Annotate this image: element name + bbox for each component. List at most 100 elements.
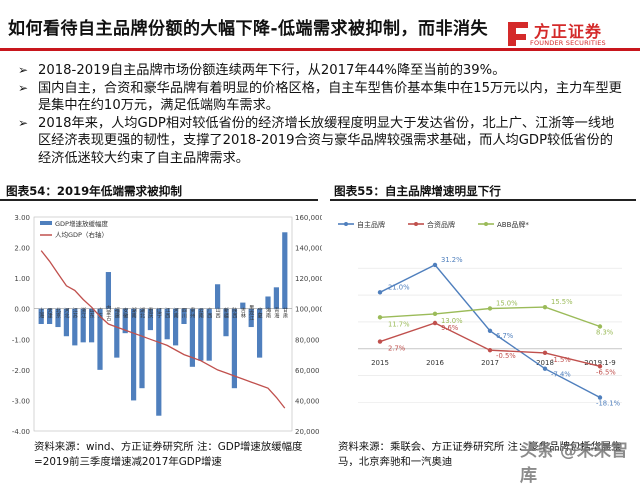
gdp-bar [265, 296, 271, 309]
y-tick-label: -2.00 [12, 367, 30, 375]
data-label: 2.7% [388, 345, 406, 353]
y-tick-label: -3.00 [12, 397, 30, 405]
plot-frame [33, 216, 293, 432]
logo-name: 方正证券 [534, 22, 603, 41]
y-tick-label: 0.00 [14, 306, 30, 314]
category-label: 河北 [63, 306, 69, 319]
gdp-bar [97, 308, 103, 370]
right-caption-rule [330, 199, 636, 201]
gdp-bar [206, 308, 212, 361]
category-label: 湖北 [139, 306, 145, 319]
gdp-bar [240, 302, 246, 309]
category-label: 青海 [273, 306, 279, 319]
gdp-bar [55, 308, 61, 328]
category-label: 浙江 [80, 306, 86, 319]
header-divider [0, 48, 640, 51]
data-label: 9.6% [441, 324, 459, 332]
y2-tick-label: 120,000 [295, 275, 322, 283]
gdp-bar [72, 308, 78, 346]
gdp-bar [105, 272, 112, 309]
data-point [542, 304, 548, 310]
y2-tick-label: 60,000 [295, 367, 320, 375]
left-source-note: 资料来源：wind、方正证券研究所 注：GDP增速放缓幅度=2019前三季度增速… [34, 441, 303, 468]
data-point [487, 306, 493, 311]
data-point [432, 320, 438, 326]
y2-tick-label: 160,000 [295, 214, 322, 222]
category-label: 湖南 [131, 306, 137, 318]
data-label: -18.1% [596, 400, 621, 408]
brand-logo: 方正证券 FOUNDER SECURITIES [506, 18, 634, 52]
category-label: 山西 [215, 306, 221, 319]
category-label: 重庆 [147, 306, 153, 319]
legend-swatch-bar [40, 221, 52, 225]
y2-tick-label: 20,000 [295, 428, 320, 436]
data-label: 8.3% [596, 329, 614, 337]
gdp-bar [214, 284, 221, 309]
gdp-bar [198, 308, 204, 361]
legend-label: GDP增速放缓幅度 [55, 219, 108, 228]
page-title: 如何看待自主品牌份额的大幅下降-低端需求被抑制，而非消失 [8, 19, 489, 39]
bullet-item: ➢ 2018-2019自主品牌市场份额连续两年下行，从2017年44%降至当前的3… [12, 62, 622, 80]
data-label: 15.5% [551, 298, 573, 306]
category-label: 2018 [536, 359, 554, 367]
data-point [377, 339, 383, 344]
gdp-bar [46, 308, 53, 324]
logo-mark-icon [508, 22, 528, 46]
category-label: 吉林 [239, 307, 245, 319]
data-label: 6.7% [496, 332, 514, 340]
data-point [487, 347, 493, 353]
gdp-bar [139, 308, 145, 389]
y2-tick-label: 40,000 [295, 397, 320, 405]
bullet-text: 2018-2019自主品牌市场份额连续两年下行，从2017年44%降至当前的39… [38, 63, 506, 78]
bullet-text: 2018年来，人均GDP相对较低省份的经济增长放缓程度明显大于发达省份，北上广、… [38, 115, 615, 166]
y-tick-label: -1.00 [12, 336, 30, 344]
category-label: 福建 [114, 306, 120, 319]
y-tick-label: -4.00 [12, 428, 30, 436]
legend-marker [344, 222, 348, 226]
gdp-bar [38, 308, 44, 324]
gdp-bar [223, 308, 229, 337]
data-point [542, 350, 548, 356]
y2-tick-label: 140,000 [295, 245, 322, 253]
bullet-item: ➢ 国内自主，合资和豪华品牌有着明显的价格区格，自主车型售价基本集中在15万元以内… [12, 80, 622, 115]
y2-tick-label: 100,000 [295, 306, 322, 314]
data-label: 31.2% [441, 256, 463, 264]
category-label: 天津 [47, 307, 53, 319]
data-label: -6.5% [596, 368, 616, 376]
right-chart-caption: 图表55：自主品牌增速明显下行 [334, 184, 501, 198]
gdp-bar [256, 308, 263, 358]
watermark-text: 头条 @未来智库 [520, 441, 628, 486]
data-point [597, 324, 603, 329]
gdp-bar [156, 308, 162, 416]
legend-label: 自主品牌 [357, 220, 385, 229]
arrow-bullet-icon: ➢ [18, 115, 29, 130]
category-label: 宁夏 [256, 306, 262, 318]
data-label: 21.0% [388, 283, 410, 291]
gdp-bar [282, 232, 288, 309]
category-label: 新疆 [223, 306, 229, 319]
gdp-slowdown-chart: 3.00 2.00 1.00 0.00 -1.00 -2.00 -3.00 -4.00 160,… [12, 214, 322, 436]
gdp-bar [130, 308, 137, 401]
category-label: 陕西 [231, 306, 237, 319]
gdp-bar [231, 308, 238, 389]
data-label: 15.0% [496, 299, 518, 307]
data-point [432, 262, 438, 268]
category-label: 安徽 [122, 306, 128, 319]
data-label: -1.5% [551, 356, 571, 364]
data-point [377, 315, 383, 320]
data-point [377, 290, 383, 295]
legend-marker [484, 222, 488, 226]
category-label: 北京 [55, 306, 61, 319]
category-label: 内蒙古 [105, 303, 111, 321]
data-label: -0.5% [496, 352, 516, 360]
y2-tick-label: 80,000 [295, 336, 320, 344]
data-point [597, 395, 603, 400]
y-tick-label: 2.00 [14, 245, 30, 253]
data-point [542, 366, 548, 371]
category-label: 黑龙江 [248, 304, 254, 321]
category-label: 河南 [173, 306, 179, 318]
gdp-bar [273, 287, 280, 309]
arrow-bullet-icon: ➢ [18, 63, 29, 77]
bullet-item: ➢ 2018年来，人均GDP相对较低省份的经济增长放缓程度明显大于发达省份，北上广… [12, 115, 622, 168]
category-label: 2016 [426, 359, 444, 367]
